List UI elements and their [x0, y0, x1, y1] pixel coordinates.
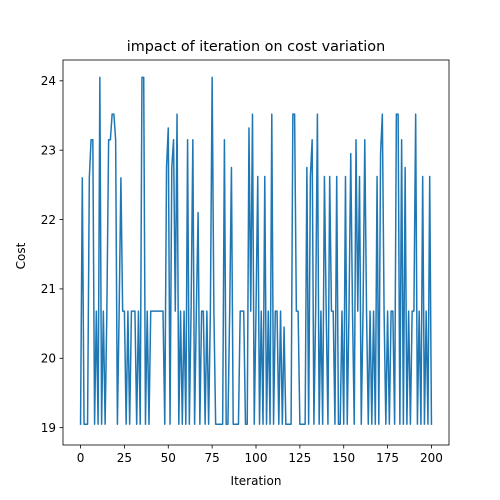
plot-area: 0 25 50 75 100 125 150 175 200 19 20 21 22 23 24	[41, 59, 450, 465]
y-axis-label: Cost	[14, 242, 28, 269]
y-tick-label: 21	[41, 282, 56, 296]
y-tick-label: 23	[41, 143, 56, 157]
x-tick-label: 150	[332, 451, 355, 465]
x-tick-label: 100	[245, 451, 268, 465]
x-tick-label: 125	[288, 451, 311, 465]
y-tick-label: 20	[41, 352, 56, 366]
y-tick-label: 24	[41, 74, 56, 88]
chart-title: impact of iteration on cost variation	[127, 39, 385, 55]
x-tick-label: 50	[161, 451, 176, 465]
series-line-0	[79, 76, 433, 425]
y-tick-label: 19	[41, 421, 56, 435]
x-tick-label: 75	[204, 451, 219, 465]
x-tick-label: 175	[376, 451, 399, 465]
y-tick-label: 22	[41, 213, 56, 227]
x-tick-label: 0	[77, 451, 85, 465]
x-axis-label: Iteration	[231, 474, 282, 488]
x-tick-label: 200	[420, 451, 443, 465]
x-tick-label: 25	[117, 451, 132, 465]
